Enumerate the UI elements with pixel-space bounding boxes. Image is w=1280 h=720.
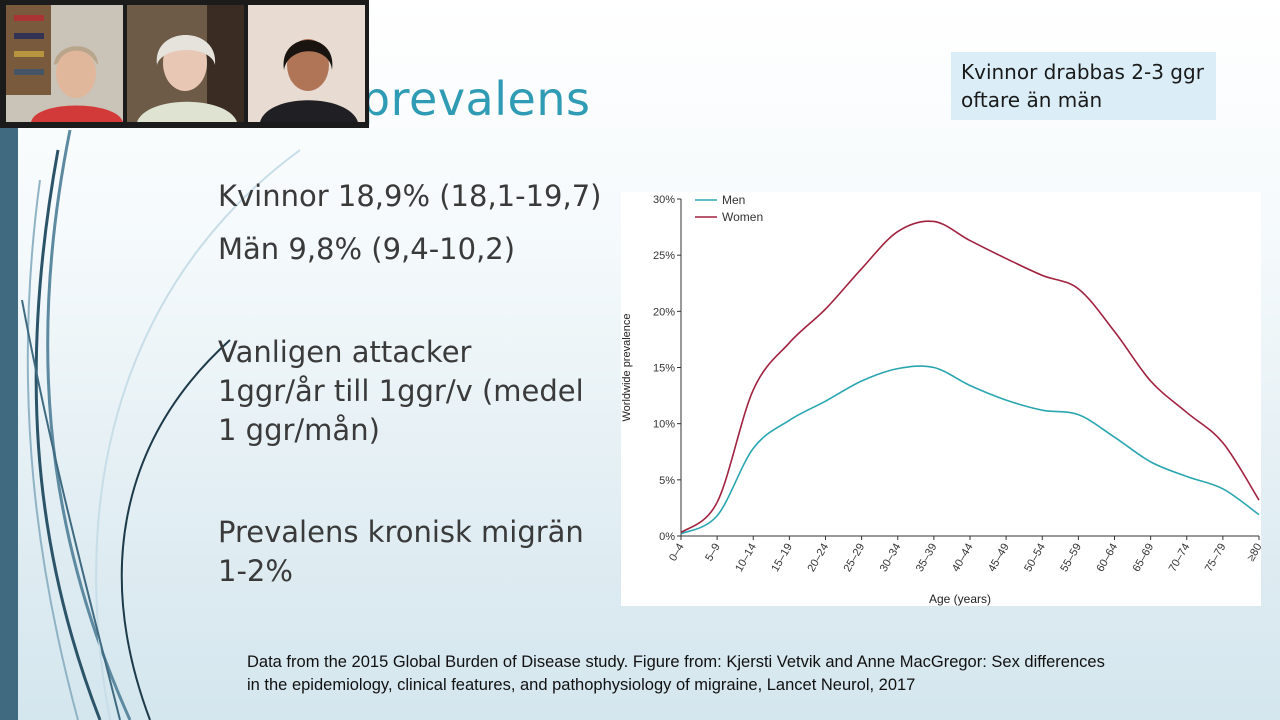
- legend-label-men: Men: [722, 193, 745, 207]
- video-tile-participant-3[interactable]: [248, 5, 365, 122]
- y-tick-label: 20%: [653, 306, 675, 318]
- chronic-prevalence-text-1: Prevalens kronisk migrän: [218, 515, 584, 549]
- x-tick-label: 60–64: [1094, 542, 1120, 574]
- participant-video-2: [127, 5, 244, 122]
- y-tick-label: 30%: [653, 194, 675, 206]
- x-tick-label: 25–29: [842, 542, 868, 574]
- x-tick-label: 65–69: [1131, 542, 1157, 574]
- chronic-prevalence-text-2: 1-2%: [218, 554, 293, 588]
- x-tick-label: 15–19: [769, 542, 795, 574]
- video-call-strip: [0, 0, 369, 128]
- women-prevalence-text: Kvinnor 18,9% (18,1-19,7): [218, 179, 602, 213]
- x-tick-label: 30–34: [878, 542, 904, 574]
- x-axis-label: Age (years): [929, 592, 991, 606]
- y-tick-label: 5%: [659, 475, 675, 487]
- series-line-women: [680, 220, 1260, 534]
- x-tick-label: 45–49: [986, 542, 1012, 574]
- legend-label-women: Women: [722, 210, 763, 224]
- decorative-curves: [21, 129, 300, 720]
- video-tile-participant-2[interactable]: [127, 5, 244, 122]
- y-axis-label: Worldwide prevalence: [621, 313, 633, 421]
- x-tick-label: 40–44: [950, 542, 976, 574]
- y-tick-label: 15%: [653, 363, 675, 375]
- x-tick-label: 75–79: [1203, 542, 1229, 574]
- attack-frequency-text-2: 1ggr/år till 1ggr/v (medel: [218, 374, 584, 408]
- citation: Data from the 2015 Global Burden of Dise…: [247, 651, 1247, 697]
- x-tick-label: 0–4: [667, 542, 687, 564]
- attack-frequency-text-3: 1 ggr/mån): [218, 413, 380, 447]
- men-prevalence-text: Män 9,8% (9,4-10,2): [218, 232, 516, 266]
- citation-line-1: Data from the 2015 Global Burden of Dise…: [247, 653, 1105, 671]
- series-line-men: [680, 365, 1260, 535]
- x-tick-label: 55–59: [1058, 542, 1084, 574]
- x-tick-label: 5–9: [703, 542, 723, 564]
- y-tick-label: 0%: [659, 531, 675, 543]
- callout-box: Kvinnor drabbas 2-3 ggr oftare än män: [951, 52, 1216, 120]
- participant-video-3: [248, 5, 365, 122]
- x-tick-label: 50–54: [1022, 542, 1048, 574]
- y-tick-label: 25%: [653, 250, 675, 262]
- chart-svg: 0% 5% 10% 15% 20% 25% 30% 0–4 5–9 10–14 15–19 20–24…: [621, 193, 1261, 606]
- slide-accent-bar: [0, 128, 18, 720]
- prevalence-chart: 0% 5% 10% 15% 20% 25% 30% 0–4 5–9 10–14 15–19 20–24…: [621, 192, 1261, 606]
- x-tick-label: 20–24: [805, 542, 831, 574]
- x-tick-label: ≥80: [1245, 542, 1261, 564]
- participant-video-1: [6, 5, 123, 122]
- citation-line-2: in the epidemiology, clinical features, …: [247, 676, 916, 694]
- video-tile-participant-1[interactable]: [6, 5, 123, 122]
- x-tick-label: 70–74: [1167, 542, 1193, 574]
- y-tick-label: 10%: [653, 419, 675, 431]
- attack-frequency-text-1: Vanligen attacker: [218, 335, 472, 369]
- x-tick-label: 10–14: [733, 542, 759, 574]
- x-tick-label: 35–39: [914, 542, 940, 574]
